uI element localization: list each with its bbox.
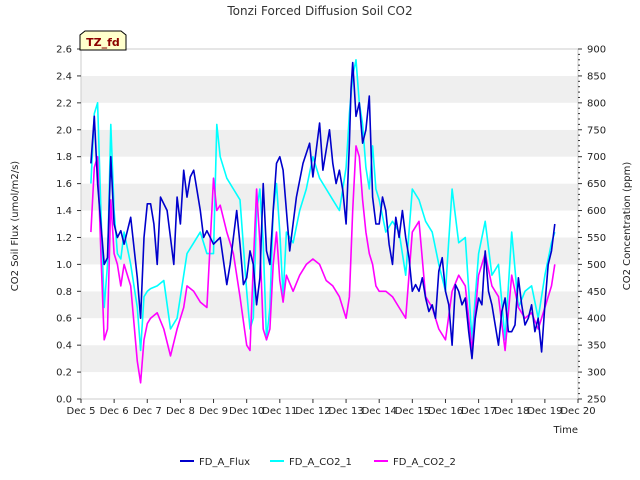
y-right-tick-label: 500 [587, 260, 606, 271]
y-left-tick-label: 2.2 [56, 98, 72, 109]
x-tick-label: Dec 19 [527, 406, 562, 417]
y-right-tick-label: 250 [587, 395, 606, 406]
x-tick-label: Dec 10 [229, 406, 264, 417]
y-axis-left-title: CO2 Soil Flux (umol/m2/s) [10, 161, 21, 291]
x-tick-label: Dec 5 [67, 406, 96, 417]
x-tick-label: Dec 16 [428, 406, 463, 417]
y-right-tick-label: 400 [587, 314, 606, 325]
plot-frame [80, 48, 579, 400]
grid-band [81, 75, 578, 103]
y-right-tick-label: 850 [587, 71, 606, 82]
series-line-fd-a-co2-2 [90, 145, 556, 384]
grid-band [81, 156, 578, 184]
series-layer [90, 58, 556, 384]
legend-label: FD_A_CO2_1 [289, 457, 352, 468]
grid-band [81, 372, 578, 399]
grid-bands [81, 49, 578, 399]
y-left-tick-label: 0.8 [56, 287, 72, 298]
y-axis-right: 250 300 350 400 450 500 550 600 650 700 750 800 850 9… [578, 45, 606, 406]
y-left-tick-label: 1.0 [56, 260, 72, 271]
x-tick-label: Dec 20 [560, 406, 595, 417]
y-right-tick-label: 650 [587, 179, 606, 190]
grid-band [81, 291, 578, 319]
x-tick-label: Dec 15 [395, 406, 430, 417]
y-left-tick-label: 0.2 [56, 368, 72, 379]
x-tick-label: Dec 13 [328, 406, 363, 417]
y-left-tick-label: 1.4 [56, 206, 72, 217]
y-right-tick-label: 300 [587, 368, 606, 379]
y-right-tick-label: 800 [587, 98, 606, 109]
y-right-tick-label: 550 [587, 233, 606, 244]
grid-band [81, 49, 578, 76]
tag-badge-label: TZ_fd [86, 36, 120, 49]
grid-band [81, 345, 578, 373]
x-tick-label: Dec 17 [461, 406, 496, 417]
x-tick-label: Dec 8 [166, 406, 195, 417]
x-axis-title: Time [553, 425, 578, 436]
series-line-fd-a-co2-1 [90, 58, 556, 352]
y-axis-left: 0.0 0.2 0.4 0.6 0.8 1.0 1.2 1.4 1.6 1.8 2.0 2.2 2.4 2… [56, 45, 81, 406]
y-left-tick-label: 2.6 [56, 45, 72, 56]
y-left-tick-label: 1.6 [56, 179, 72, 190]
y-right-tick-label: 750 [587, 125, 606, 136]
x-tick-label: Dec 14 [362, 406, 397, 417]
x-tick-label: Dec 11 [262, 406, 297, 417]
legend: FD_A_Flux FD_A_CO2_1 FD_A_CO2_2 [180, 457, 456, 468]
y-right-tick-label: 600 [587, 206, 606, 217]
y-left-tick-label: 1.2 [56, 233, 72, 244]
y-right-tick-label: 900 [587, 45, 606, 56]
x-tick-label: Dec 12 [295, 406, 330, 417]
y-right-tick-label: 700 [587, 152, 606, 163]
y-left-tick-label: 0.4 [56, 341, 72, 352]
y-left-tick-label: 2.4 [56, 71, 72, 82]
grid-band [81, 210, 578, 238]
x-tick-label: Dec 9 [199, 406, 228, 417]
y-axis-right-title: CO2 Concentration (ppm) [622, 162, 633, 291]
x-tick-label: Dec 6 [100, 406, 129, 417]
y-right-tick-label: 350 [587, 341, 606, 352]
y-left-tick-label: 0.0 [56, 395, 72, 406]
legend-label: FD_A_CO2_2 [393, 457, 456, 468]
series-line-fd-a-flux [90, 61, 556, 360]
grid-band [81, 237, 578, 265]
tag-badge: TZ_fd [79, 30, 127, 51]
grid-band [81, 183, 578, 211]
x-tick-label: Dec 7 [133, 406, 162, 417]
grid-band [81, 102, 578, 130]
tag-badge-shape [79, 30, 127, 51]
y-left-tick-label: 1.8 [56, 152, 72, 163]
x-tick-label: Dec 18 [494, 406, 529, 417]
legend-label: FD_A_Flux [199, 457, 250, 468]
y-right-tick-label: 450 [587, 287, 606, 298]
y-left-tick-label: 2.0 [56, 125, 72, 136]
chart-title: Tonzi Forced Diffusion Soil CO2 [226, 4, 412, 18]
y-left-tick-label: 0.6 [56, 314, 72, 325]
